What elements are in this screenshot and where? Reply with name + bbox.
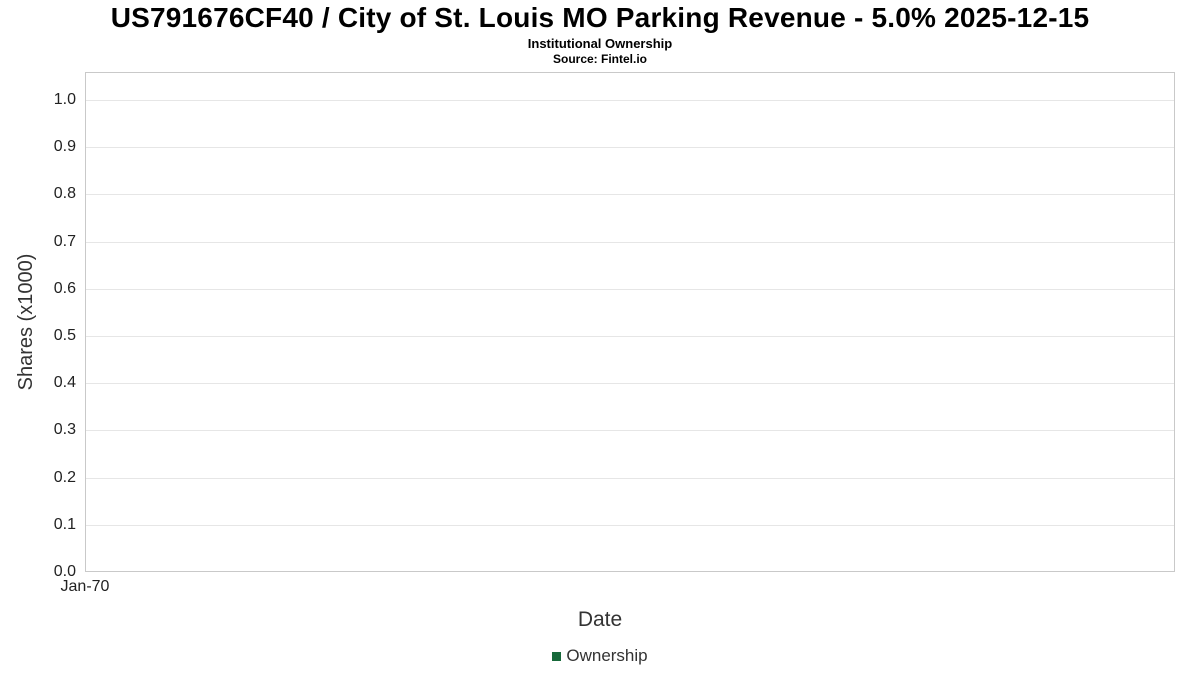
y-tick-label-0.6: 0.6 [53, 279, 76, 297]
y-gridline-0.1 [86, 524, 1174, 526]
x-tick-label-0: Jan-70 [60, 578, 110, 595]
y-gridline-0.7 [86, 241, 1174, 243]
y-tick-label-0.9: 0.9 [53, 138, 76, 156]
legend-label-ownership: Ownership [566, 646, 648, 665]
chart-subtitle: Institutional Ownership [527, 36, 673, 51]
y-tick-label-0.3: 0.3 [53, 421, 76, 439]
y-gridline-0.3 [86, 430, 1174, 432]
plot-area [85, 72, 1175, 572]
y-tick-label-0.2: 0.2 [53, 468, 76, 486]
y-gridline-0.6 [86, 288, 1174, 290]
y-tick-label-0.0: 0.0 [53, 563, 76, 580]
y-tick-label-0.8: 0.8 [53, 185, 76, 203]
y-gridline-0.2 [86, 477, 1174, 479]
y-gridline-0.8 [86, 194, 1174, 196]
legend: Ownership [0, 646, 1200, 666]
x-axis-title: Date [577, 608, 623, 631]
y-tick-label-0.5: 0.5 [53, 327, 76, 344]
y-gridline-1.0 [86, 100, 1174, 101]
legend-swatch-ownership [552, 652, 562, 661]
chart-source: Source: Fintel.io [552, 52, 647, 66]
y-tick-label-1.0: 1.0 [53, 91, 76, 108]
y-gridline-0.9 [86, 147, 1174, 149]
y-gridline-0.4 [86, 383, 1174, 385]
y-tick-label-0.4: 0.4 [53, 374, 76, 392]
chart-title: US791676CF40 / City of St. Louis MO Park… [110, 2, 1090, 33]
y-gridline-0.5 [86, 336, 1174, 337]
y-tick-label-0.1: 0.1 [53, 515, 76, 533]
y-tick-label-0.7: 0.7 [53, 232, 76, 250]
